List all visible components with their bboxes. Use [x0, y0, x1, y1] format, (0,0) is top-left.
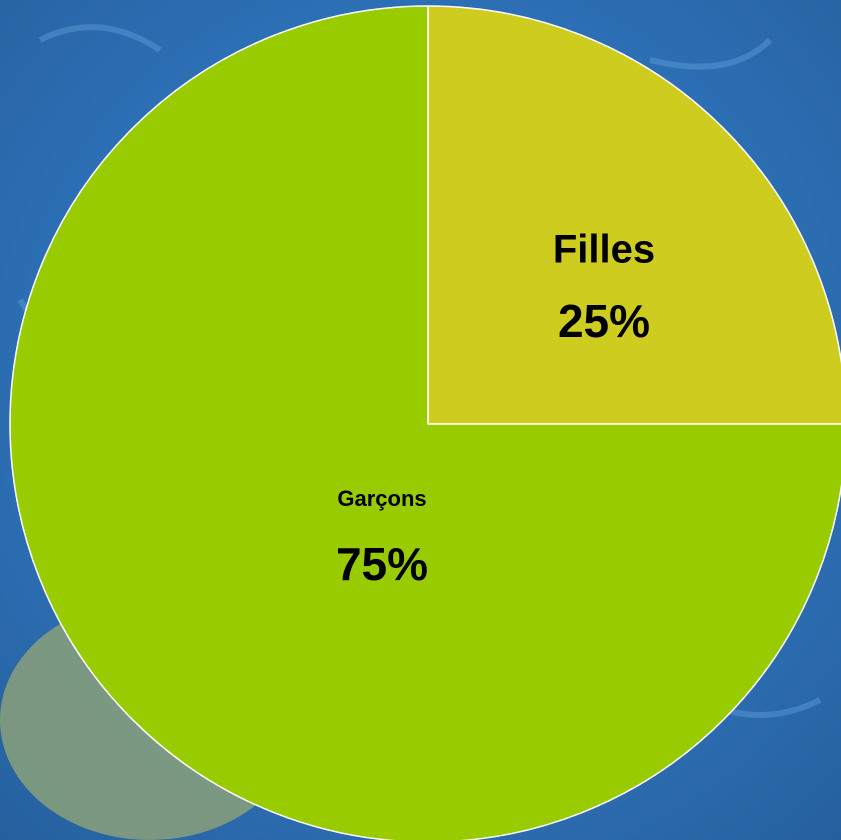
- labels: Filles 25% Garçons 75%: [336, 228, 655, 591]
- pie-slice: [427, 5, 841, 425]
- pie: [9, 5, 841, 840]
- slice-value-label: 25%: [558, 295, 650, 347]
- pie-slice: [9, 5, 841, 840]
- slice-label: Filles: [553, 228, 655, 272]
- background-texture: [17, 24, 822, 718]
- slice-label: Garçons: [337, 486, 426, 511]
- slice-value-label: 75%: [336, 538, 428, 590]
